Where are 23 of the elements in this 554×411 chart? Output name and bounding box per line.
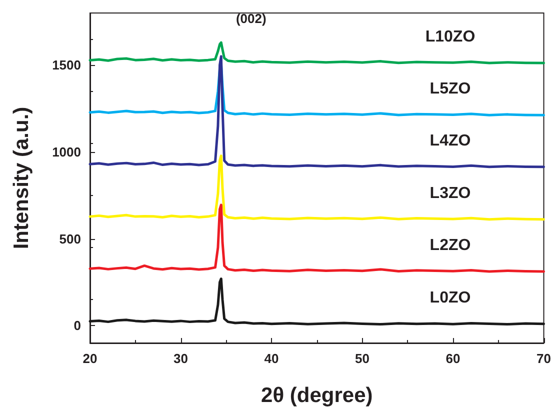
x-tick-label: 50 xyxy=(355,351,370,366)
x-tick-label: 60 xyxy=(446,351,460,366)
line-series xyxy=(88,55,546,168)
line-series xyxy=(88,41,546,64)
x-tick-label: 30 xyxy=(174,351,188,366)
y-tick-label: 1000 xyxy=(52,144,81,160)
series-label: L2ZO xyxy=(430,236,471,254)
annotation: (002) xyxy=(236,11,266,26)
x-tick-label: 70 xyxy=(536,351,552,366)
series-label: L4ZO xyxy=(430,132,471,150)
x-axis-title: 2θ (degree) xyxy=(261,384,373,407)
x-tick-label: 40 xyxy=(264,351,279,366)
line-series xyxy=(88,154,546,221)
x-tick-label: 20 xyxy=(82,351,98,366)
series-label: L3ZO xyxy=(430,184,471,202)
y-axis-title: Intensity (a.u.) xyxy=(10,106,33,250)
series-label: L5ZO xyxy=(430,80,471,98)
y-tick-label: 1500 xyxy=(52,58,81,73)
series-label: L10ZO xyxy=(425,28,476,46)
y-tick-label: 500 xyxy=(59,231,81,246)
line-series xyxy=(88,204,546,273)
series-label: L0ZO xyxy=(430,289,471,306)
y-tick-label: 0 xyxy=(74,318,81,334)
